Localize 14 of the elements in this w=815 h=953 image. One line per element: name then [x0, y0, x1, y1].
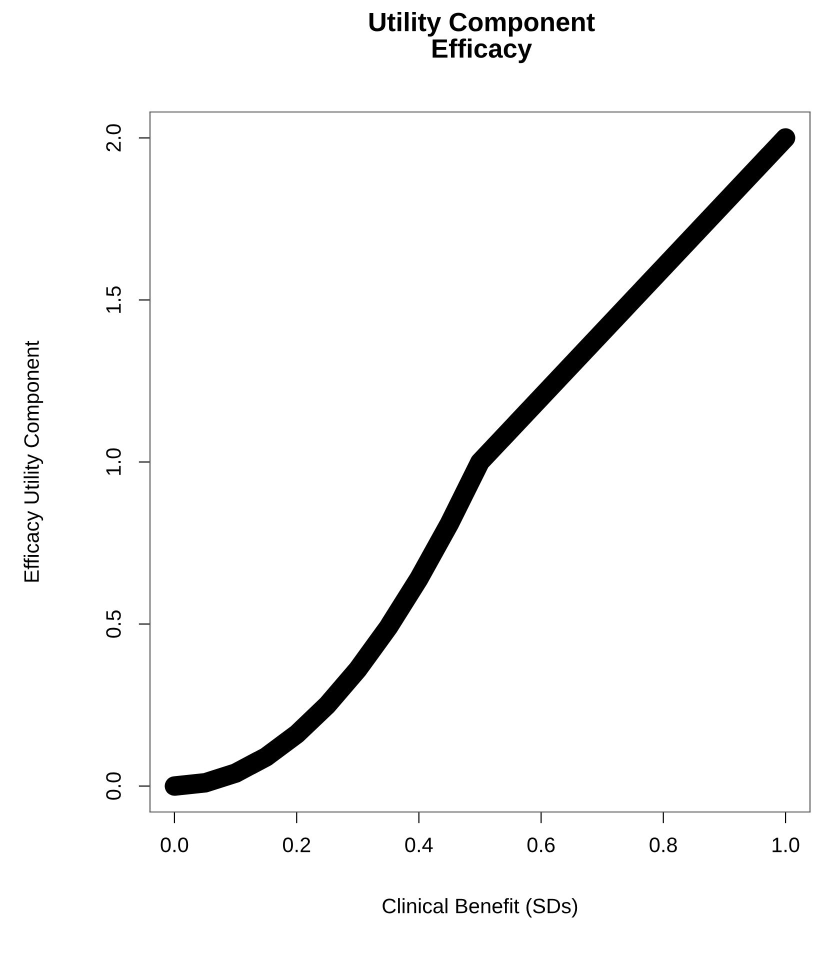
- y-tick-label: 1.5: [106, 286, 121, 313]
- y-tick-label: 0.5: [106, 610, 121, 638]
- x-axis-title: Clinical Benefit (SDs): [382, 898, 578, 918]
- y-tick-label: 0.0: [106, 772, 121, 800]
- x-tick-label: 0.2: [283, 838, 310, 852]
- x-tick-label: 0.0: [160, 838, 188, 852]
- x-tick-label: 0.6: [527, 838, 555, 852]
- x-tick-label: 1.0: [772, 838, 800, 852]
- y-tick-label: 1.0: [106, 448, 121, 475]
- y-tick-label: 2.0: [106, 124, 121, 152]
- x-tick-label: 0.8: [650, 838, 677, 852]
- y-axis-title: Efficacy Utility Component: [24, 340, 44, 582]
- chart-title: Utility Component Efficacy: [369, 12, 595, 64]
- x-tick-label: 0.4: [405, 838, 433, 852]
